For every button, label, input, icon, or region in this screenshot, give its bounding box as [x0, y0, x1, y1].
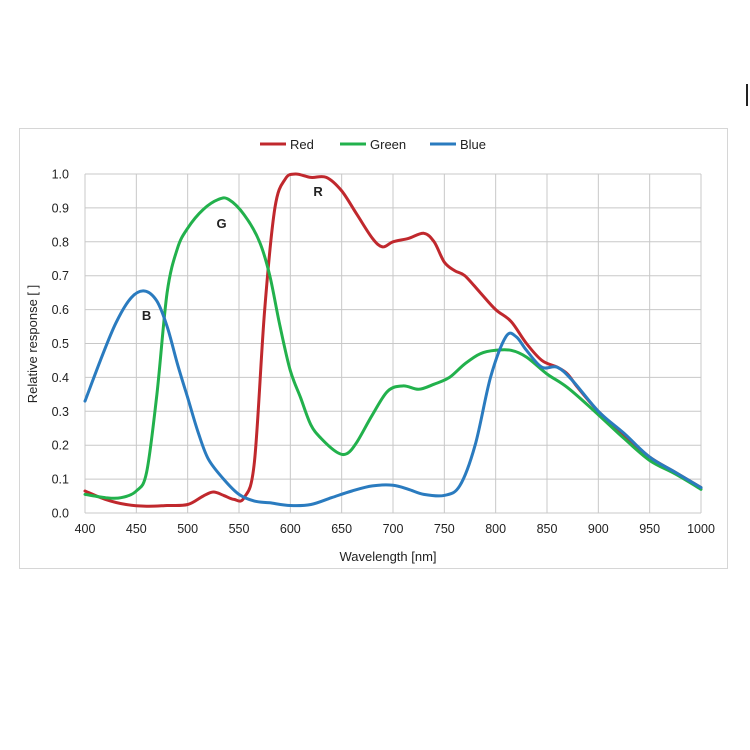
- x-tick-label: 800: [485, 522, 506, 536]
- y-tick-label: 0.3: [52, 405, 69, 419]
- y-tick-label: 0.8: [52, 235, 69, 249]
- x-tick-label: 1000: [687, 522, 715, 536]
- chart-figure: Red Green Blue 400 450 500 550 600 650 700 750 8…: [19, 128, 728, 569]
- x-tick-label: 950: [639, 522, 660, 536]
- edge-mark: [746, 84, 748, 106]
- x-tick-label: 850: [537, 522, 558, 536]
- x-tick-label: 900: [588, 522, 609, 536]
- legend-label-green: Green: [370, 137, 406, 152]
- legend-label-red: Red: [290, 137, 314, 152]
- x-tick-label: 650: [331, 522, 352, 536]
- curve-annotations: B G R: [142, 184, 323, 323]
- y-tick-label: 0.6: [52, 303, 69, 317]
- y-tick-label: 0.7: [52, 269, 69, 283]
- y-tick-label: 1.0: [52, 168, 69, 182]
- annotation-g: G: [216, 216, 226, 231]
- y-axis-ticks: 0.0 0.1 0.2 0.3 0.4 0.5 0.6 0.7 0.8 0.9 1.0: [52, 168, 69, 521]
- annotation-r: R: [313, 184, 323, 199]
- gridlines: [84, 173, 702, 514]
- x-axis-title: Wavelength [nm]: [339, 549, 436, 564]
- y-tick-label: 0.4: [52, 371, 69, 385]
- y-tick-label: 0.2: [52, 439, 69, 453]
- x-tick-label: 700: [383, 522, 404, 536]
- x-tick-label: 550: [229, 522, 250, 536]
- y-tick-label: 0.9: [52, 201, 69, 215]
- series-line-green: [83, 196, 703, 500]
- x-tick-label: 400: [75, 522, 96, 536]
- y-tick-label: 0.5: [52, 337, 69, 351]
- legend: Red Green Blue: [260, 137, 486, 152]
- series-line-blue: [83, 289, 703, 508]
- y-axis-title: Relative response [ ]: [25, 285, 40, 404]
- x-axis-ticks: 400 450 500 550 600 650 700 750 800 850 900 950 1000: [75, 522, 715, 536]
- x-tick-label: 600: [280, 522, 301, 536]
- series-lines: [83, 172, 703, 508]
- spectral-response-chart: Red Green Blue 400 450 500 550 600 650 700 750 8…: [25, 137, 715, 564]
- y-tick-label: 0.1: [52, 473, 69, 487]
- legend-label-blue: Blue: [460, 137, 486, 152]
- x-tick-label: 450: [126, 522, 147, 536]
- x-tick-label: 500: [177, 522, 198, 536]
- x-tick-label: 750: [434, 522, 455, 536]
- annotation-b: B: [142, 308, 151, 323]
- y-tick-label: 0.0: [52, 507, 69, 521]
